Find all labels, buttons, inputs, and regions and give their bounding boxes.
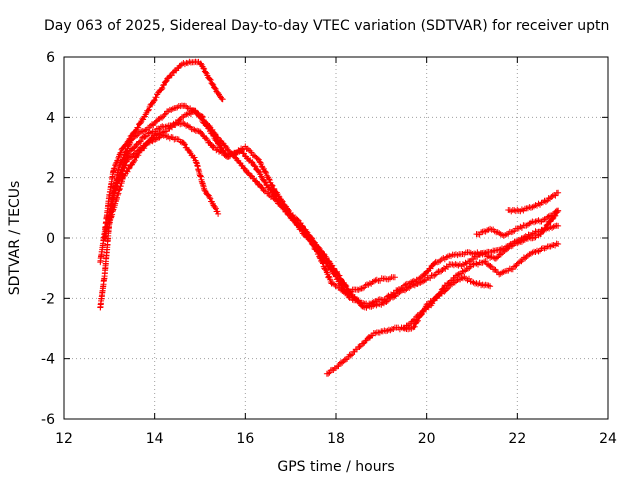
x-tick-label: 20 (418, 431, 436, 447)
series-markers (473, 207, 562, 239)
y-tick-label: 0 (46, 231, 55, 247)
y-tick-label: -2 (41, 291, 55, 307)
series-markers (106, 107, 562, 309)
series-track-g (401, 240, 562, 331)
data-series (97, 58, 562, 377)
x-tick-label: 16 (236, 431, 254, 447)
x-axis-label: GPS time / hours (277, 459, 394, 475)
y-tick-label: -4 (41, 352, 55, 368)
series-markers (401, 240, 562, 331)
y-tick-label: 4 (46, 110, 55, 126)
series-track-b (97, 102, 398, 311)
series-markers (110, 132, 222, 217)
y-tick-label: 2 (46, 171, 55, 187)
x-tick-label: 12 (55, 431, 73, 447)
y-tick-label: -6 (41, 412, 55, 428)
series-track-h (473, 207, 562, 239)
series-track-i (505, 189, 562, 215)
grid-lines (64, 57, 608, 419)
series-track-a (97, 58, 226, 266)
x-tick-label: 24 (599, 431, 617, 447)
series-markers (97, 102, 398, 311)
y-tick-label: 6 (46, 50, 55, 66)
x-tick-label: 22 (508, 431, 526, 447)
chart-title: Day 063 of 2025, Sidereal Day-to-day VTE… (44, 18, 610, 34)
x-tick-label: 18 (327, 431, 345, 447)
series-track-d (106, 107, 562, 309)
series-track-e (110, 132, 222, 217)
series-markers (505, 189, 562, 215)
y-axis-label: SDTVAR / TECUs (7, 181, 23, 296)
series-markers (97, 58, 226, 266)
x-tick-label: 14 (146, 431, 164, 447)
